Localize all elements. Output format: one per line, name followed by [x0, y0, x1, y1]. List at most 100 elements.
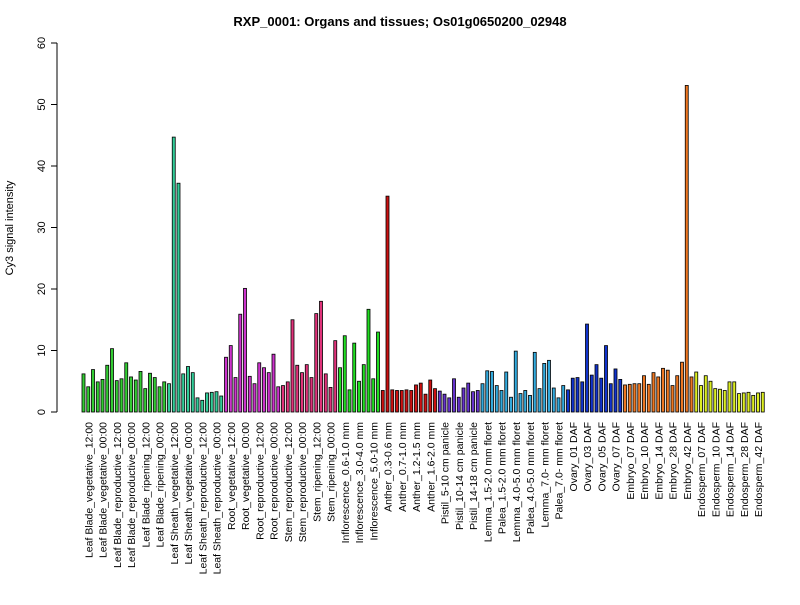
x-tick-label: Pistil_10-14 cm panicle	[454, 422, 466, 530]
bar	[494, 385, 499, 413]
y-tick-label: 40	[36, 160, 48, 172]
bar	[252, 383, 257, 413]
x-tick-label: Leaf Sheath_vegetative_12:00	[169, 422, 181, 565]
bar	[95, 381, 100, 413]
bar	[176, 182, 181, 413]
x-tick-label: Ovary_07 DAF	[611, 422, 623, 491]
bar	[105, 364, 110, 413]
x-tick-label: Lemma_4.0-5.0 mm floret	[511, 422, 523, 542]
y-tick-label: 20	[36, 283, 48, 295]
bar	[304, 364, 309, 413]
bar	[513, 350, 518, 413]
x-tick-label: Root_vegetative_00:00	[240, 422, 252, 530]
bar	[732, 381, 737, 413]
bar	[642, 375, 646, 413]
bar	[200, 399, 205, 413]
bar	[523, 390, 528, 413]
bar	[133, 379, 138, 413]
bar	[390, 389, 395, 413]
bar	[328, 386, 333, 413]
bar	[570, 377, 575, 413]
bar	[461, 387, 466, 413]
bar	[528, 394, 532, 413]
bar	[599, 377, 604, 413]
x-tick-label: Embryo_14 DAF	[653, 422, 665, 500]
bar	[480, 383, 485, 413]
x-tick-label: Anther_1.2-1.5 mm	[411, 422, 423, 512]
bar	[689, 376, 694, 413]
x-axis: Leaf Blade_vegetative_12:00 Leaf Blade_ve…	[83, 422, 765, 575]
x-tick-label: Endosperm_10 DAF	[710, 422, 722, 517]
bar	[167, 383, 171, 413]
x-tick-label: Anther_0.7-1.0 mm	[397, 422, 409, 512]
bar	[737, 393, 741, 413]
x-tick-label: Endosperm_42 DAF	[753, 422, 765, 517]
bar	[414, 384, 418, 413]
bar	[380, 390, 385, 413]
bar	[171, 136, 176, 413]
bar	[632, 383, 637, 413]
bar	[110, 348, 114, 413]
bar	[618, 378, 623, 413]
x-tick-label: Leaf Blade_ripening_12:00	[140, 422, 152, 548]
bar	[257, 362, 262, 413]
bar	[361, 364, 366, 413]
bar	[485, 370, 490, 413]
bar	[751, 394, 756, 413]
bar	[651, 372, 656, 413]
chart-title: RXP_0001: Organs and tissues; Os01g06502…	[233, 14, 566, 29]
bar	[323, 373, 328, 413]
x-tick-label: Stem_reproductive_00:00	[297, 422, 309, 542]
bar	[228, 345, 233, 413]
bar	[471, 391, 475, 413]
bar	[604, 345, 608, 413]
bar	[219, 395, 224, 413]
bar	[637, 383, 642, 413]
x-tick-label: Anther_1.6-2.0 mm	[425, 422, 437, 512]
bar	[186, 366, 190, 413]
bar	[589, 374, 594, 413]
bar	[566, 389, 570, 413]
bar	[718, 388, 722, 413]
x-tick-label: Pistil_5-10 cm panicle	[440, 422, 452, 524]
bar	[347, 389, 352, 413]
bar	[661, 367, 665, 413]
bar	[433, 388, 437, 413]
x-tick-label: Lemma_1.5-2.0 mm floret	[482, 422, 494, 542]
bar	[547, 359, 551, 413]
bar	[129, 376, 133, 413]
bar	[119, 378, 124, 413]
bar	[418, 382, 423, 413]
x-tick-label: Leaf Blade_vegetative_12:00	[83, 422, 95, 558]
bar	[352, 342, 357, 413]
bar	[81, 373, 86, 413]
bar	[205, 392, 209, 413]
x-tick-label: Stem_reproductive_12:00	[283, 422, 295, 542]
bar	[442, 393, 447, 413]
bar	[741, 392, 746, 413]
bar	[243, 287, 247, 413]
bar	[214, 391, 219, 413]
bar	[680, 361, 684, 413]
y-tick-label: 50	[36, 98, 48, 110]
bar	[404, 389, 409, 413]
x-tick-label: Anther_0.3-0.6 mm	[383, 422, 395, 512]
x-tick-label: Leaf Sheath_reproductive_12:00	[197, 422, 209, 575]
bar	[708, 380, 713, 413]
x-tick-label: Palea_7.0- mm floret	[554, 422, 566, 520]
bar	[561, 385, 566, 413]
y-tick-label: 60	[36, 37, 48, 49]
bar	[319, 300, 323, 413]
x-tick-label: Endosperm_14 DAF	[725, 422, 737, 517]
bar	[143, 388, 148, 413]
x-tick-label: Inflorescence_5.0-10 mm	[368, 422, 380, 541]
bar	[357, 380, 361, 413]
bar	[376, 331, 380, 413]
x-tick-label: Root_vegetative_12:00	[226, 422, 238, 530]
x-tick-label: Embryo_07 DAF	[625, 422, 637, 500]
bar	[675, 375, 680, 413]
bar	[551, 387, 556, 413]
x-tick-label: Endosperm_28 DAF	[739, 422, 751, 517]
bar	[532, 351, 537, 413]
